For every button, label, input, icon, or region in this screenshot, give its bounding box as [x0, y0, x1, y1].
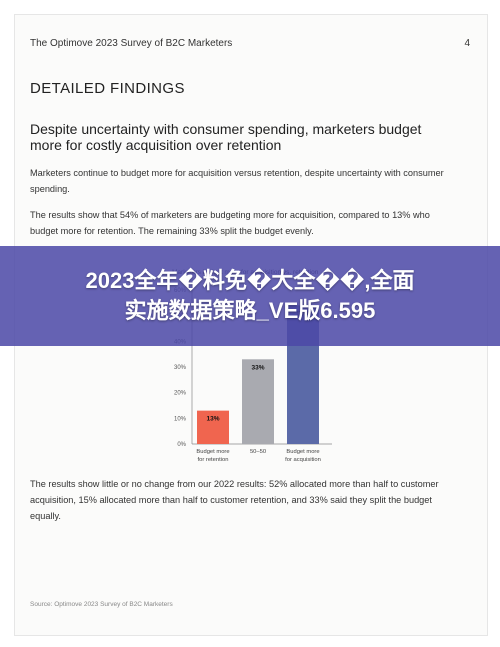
findings-heading: Despite uncertainty with consumer spendi… [30, 121, 422, 153]
x-category-label: 50–50 [250, 449, 266, 455]
bar [242, 359, 274, 444]
bar [197, 410, 229, 444]
bar-data-label: 33% [251, 364, 264, 371]
source-note: Source: Optimove 2023 Survey of B2C Mark… [30, 601, 173, 608]
y-tick-label: 30% [174, 365, 187, 371]
x-category-label: for acquisition [285, 457, 321, 463]
y-tick-label: 20% [174, 391, 187, 397]
bar-data-label: 13% [206, 416, 219, 423]
page-number: 4 [464, 38, 470, 49]
y-tick-label: 10% [174, 416, 187, 422]
section-label: DETAILED FINDINGS [30, 80, 185, 97]
paragraph-2: The results show that 54% of marketers a… [30, 210, 430, 236]
overlay-banner: 2023全年�料免�大全��,全面 实施数据策略_VE版6.595 [0, 246, 500, 346]
paragraph-3: The results show little or no change fro… [30, 479, 439, 521]
x-category-label: Budget more [286, 449, 319, 455]
paragraph-1: Marketers continue to budget more for ac… [30, 168, 444, 194]
x-category-label: Budget more [196, 449, 229, 455]
x-category-label: for retention [198, 457, 229, 463]
report-title: The Optimove 2023 Survey of B2C Marketer… [30, 38, 233, 49]
banner-line-1: 2023全年�料免�大全��,全面 [85, 268, 415, 293]
banner-line-2: 实施数据策略_VE版6.595 [124, 298, 376, 323]
y-tick-label: 0% [177, 442, 186, 448]
